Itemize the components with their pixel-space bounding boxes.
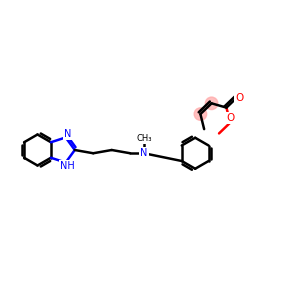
Circle shape bbox=[205, 97, 218, 110]
Text: N: N bbox=[140, 148, 148, 158]
Text: O: O bbox=[226, 113, 235, 123]
Text: CH₃: CH₃ bbox=[136, 134, 152, 143]
Text: O: O bbox=[235, 93, 243, 103]
Text: N: N bbox=[64, 129, 71, 139]
Text: NH: NH bbox=[60, 161, 75, 171]
Circle shape bbox=[194, 108, 207, 120]
